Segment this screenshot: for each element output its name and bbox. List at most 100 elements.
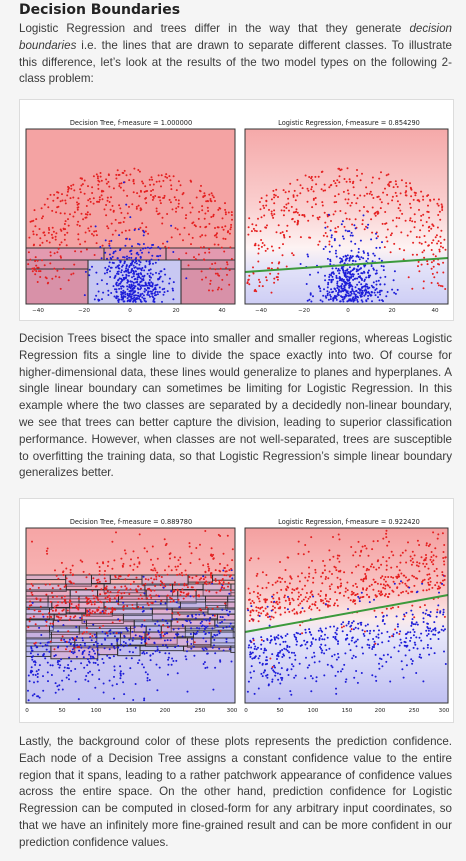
blue-class-point [315, 676, 318, 679]
blue-class-point [231, 627, 233, 630]
blue-class-point [400, 641, 403, 644]
red-class-point [65, 648, 67, 651]
blue-class-point [58, 666, 61, 669]
blue-class-point [341, 268, 344, 271]
red-class-point [312, 198, 315, 201]
red-class-point [269, 657, 272, 660]
blue-class-point [61, 679, 64, 682]
red-class-point [111, 567, 114, 570]
blue-class-point [81, 653, 84, 655]
blue-class-point [202, 612, 205, 615]
red-class-point [443, 544, 446, 546]
blue-class-point [416, 590, 419, 593]
red-class-point [427, 244, 430, 247]
blue-class-point [133, 626, 136, 629]
red-class-point [356, 169, 358, 171]
blue-class-point [204, 647, 207, 650]
blue-class-point [204, 667, 207, 669]
blue-class-point [133, 229, 136, 231]
red-class-point [144, 230, 147, 233]
red-class-point [328, 570, 331, 573]
red-class-point [49, 251, 52, 254]
red-class-point [70, 581, 73, 584]
blue-class-point [122, 289, 125, 292]
blue-class-point [384, 275, 387, 278]
blue-class-point [371, 648, 374, 650]
red-class-point [257, 606, 260, 609]
red-class-point [390, 232, 393, 235]
blue-class-point [323, 288, 325, 291]
red-class-point [177, 199, 180, 202]
red-class-point [98, 626, 101, 629]
blue-class-point [287, 595, 289, 598]
blue-class-point [385, 660, 388, 663]
red-class-point [59, 618, 61, 621]
red-class-point [440, 229, 443, 232]
x-tick: 150 [126, 708, 137, 714]
red-class-point [398, 217, 401, 220]
red-class-point [274, 581, 277, 584]
red-class-point [217, 208, 220, 211]
x-tick: 0 [346, 308, 350, 314]
red-class-point [118, 619, 121, 622]
red-class-point [344, 587, 347, 590]
red-class-point [146, 597, 149, 600]
red-class-point [179, 184, 182, 187]
blue-class-point [116, 272, 118, 275]
blue-class-point [29, 652, 32, 655]
blue-class-point [126, 644, 128, 647]
red-class-point [319, 590, 322, 593]
red-class-point [359, 194, 362, 197]
blue-class-point [97, 290, 100, 293]
red-class-point [316, 607, 319, 609]
red-class-point [382, 191, 385, 194]
red-class-point [406, 579, 409, 582]
red-class-point [166, 213, 169, 215]
red-class-point [422, 562, 425, 565]
red-class-point [391, 589, 394, 592]
red-class-point [386, 193, 389, 196]
blue-class-point [354, 293, 357, 296]
blue-class-point [279, 650, 282, 653]
blue-class-point [83, 620, 86, 623]
red-class-point [279, 581, 282, 583]
blue-class-point [142, 606, 144, 609]
red-class-point [123, 169, 126, 172]
blue-class-point [381, 620, 384, 623]
blue-class-point [286, 644, 289, 647]
blue-class-point [128, 264, 131, 267]
blue-class-point [288, 656, 291, 659]
red-class-point [83, 631, 86, 634]
red-class-point [56, 251, 59, 254]
blue-class-point [50, 674, 53, 676]
red-class-point [439, 245, 442, 248]
blue-class-point [194, 633, 197, 636]
blue-class-point [128, 295, 130, 298]
blue-class-point [106, 269, 109, 272]
blue-class-point [322, 294, 325, 297]
blue-class-point [113, 675, 115, 678]
blue-class-point [110, 257, 113, 260]
red-class-point [56, 191, 59, 194]
blue-class-point [159, 247, 162, 250]
blue-class-point [149, 247, 151, 250]
blue-class-point [155, 284, 158, 287]
blue-class-point [328, 647, 331, 650]
blue-class-point [172, 281, 175, 284]
blue-class-point [409, 631, 412, 634]
blue-class-point [310, 643, 313, 645]
red-class-point [30, 591, 33, 594]
red-class-point [102, 611, 105, 614]
blue-class-point [367, 271, 370, 274]
red-class-point [405, 185, 408, 188]
blue-class-point [372, 252, 375, 255]
blue-class-point [378, 299, 381, 302]
red-class-point [146, 190, 149, 192]
red-class-point [72, 272, 75, 275]
red-class-point [45, 239, 48, 242]
red-class-point [399, 561, 402, 564]
red-class-point [150, 568, 153, 571]
blue-class-point [249, 639, 252, 642]
blue-class-point [346, 291, 349, 294]
red-class-point [339, 210, 342, 212]
